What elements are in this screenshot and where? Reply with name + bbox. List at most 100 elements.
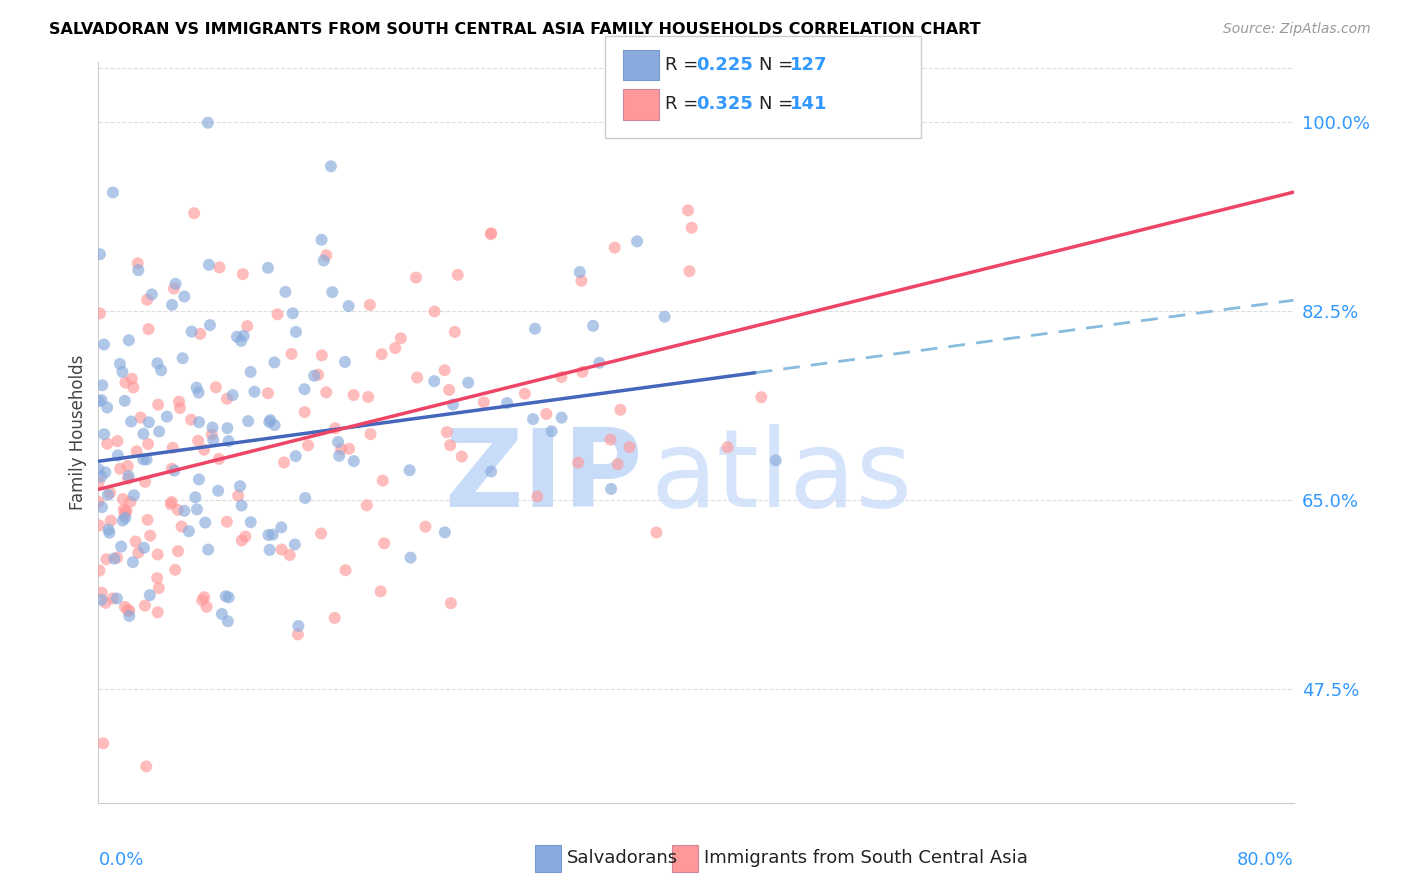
Point — [540, 424, 562, 438]
Point — [114, 504, 136, 518]
Point — [195, 599, 218, 614]
Point — [103, 551, 125, 566]
Point — [117, 603, 139, 617]
Point — [207, 483, 229, 498]
Point — [571, 274, 593, 288]
Point — [571, 365, 593, 379]
Point — [160, 461, 183, 475]
Text: R =: R = — [665, 56, 704, 74]
Point — [749, 390, 772, 404]
Point — [110, 540, 132, 554]
Point — [163, 282, 186, 296]
Text: 127: 127 — [790, 56, 828, 74]
Point — [450, 450, 472, 464]
Point — [91, 500, 114, 514]
Text: Immigrants from South Central Asia: Immigrants from South Central Asia — [704, 849, 1028, 867]
Point — [105, 591, 128, 606]
Point — [122, 555, 145, 569]
Text: 0.0%: 0.0% — [98, 852, 143, 870]
Point — [98, 485, 121, 500]
Point — [443, 325, 465, 339]
Point — [167, 544, 190, 558]
Point — [117, 458, 139, 473]
Point — [162, 441, 184, 455]
Point — [433, 525, 456, 540]
Point — [87, 462, 110, 476]
Point — [236, 319, 259, 334]
Point — [173, 504, 195, 518]
Point — [97, 523, 120, 537]
Point — [433, 363, 456, 377]
Text: N =: N = — [759, 95, 799, 113]
Point — [134, 475, 156, 489]
Point — [259, 413, 281, 427]
Point — [183, 206, 205, 220]
Point — [125, 444, 148, 458]
Point — [177, 524, 200, 538]
Point — [311, 348, 333, 362]
Point — [107, 449, 129, 463]
Point — [111, 514, 134, 528]
Point — [108, 462, 131, 476]
Point — [188, 415, 211, 429]
Point — [472, 395, 495, 409]
Point — [112, 502, 135, 516]
Point — [96, 401, 118, 415]
Point — [284, 537, 307, 551]
Point — [609, 402, 631, 417]
Point — [146, 356, 169, 370]
Point — [243, 384, 266, 399]
Point — [297, 438, 319, 452]
Point — [150, 363, 173, 377]
Point — [118, 469, 141, 483]
Point — [257, 386, 280, 401]
Point — [231, 499, 253, 513]
Point — [111, 365, 134, 379]
Point — [447, 268, 470, 282]
Point — [239, 365, 262, 379]
Point — [343, 454, 366, 468]
Point — [160, 298, 183, 312]
Point — [90, 585, 112, 599]
Point — [398, 463, 420, 477]
Point — [132, 452, 155, 467]
Point — [716, 440, 738, 454]
Point — [96, 552, 118, 566]
Point — [205, 380, 228, 394]
Point — [132, 426, 155, 441]
Point — [90, 393, 112, 408]
Point — [139, 528, 162, 542]
Point — [169, 401, 191, 415]
Point — [170, 519, 193, 533]
Point — [284, 449, 307, 463]
Text: SALVADORAN VS IMMIGRANTS FROM SOUTH CENTRAL ASIA FAMILY HOUSEHOLDS CORRELATION C: SALVADORAN VS IMMIGRANTS FROM SOUTH CENT… — [49, 22, 981, 37]
Point — [108, 357, 131, 371]
Point — [262, 527, 284, 541]
Text: Source: ZipAtlas.com: Source: ZipAtlas.com — [1223, 22, 1371, 37]
Text: 0.225: 0.225 — [696, 56, 752, 74]
Point — [226, 330, 249, 344]
Point — [194, 516, 217, 530]
Point — [148, 581, 170, 595]
Point — [626, 235, 648, 249]
Point — [567, 456, 589, 470]
Point — [406, 370, 429, 384]
Point — [294, 382, 316, 396]
Point — [201, 427, 224, 442]
Point — [118, 333, 141, 347]
Point — [167, 503, 190, 517]
Point — [165, 563, 187, 577]
Point — [389, 331, 412, 345]
Point — [257, 260, 280, 275]
Text: ZIP: ZIP — [444, 424, 643, 530]
Point — [356, 499, 378, 513]
Point — [335, 563, 357, 577]
Point — [270, 520, 292, 534]
Point — [215, 515, 238, 529]
Point — [198, 258, 221, 272]
Point — [312, 253, 335, 268]
Point — [333, 355, 356, 369]
Point — [167, 394, 190, 409]
Point — [278, 548, 301, 562]
Point — [118, 608, 141, 623]
